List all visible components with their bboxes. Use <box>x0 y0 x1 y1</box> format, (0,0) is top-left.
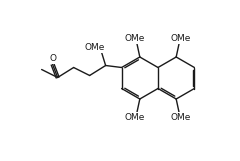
Text: O: O <box>49 54 56 63</box>
Text: OMe: OMe <box>171 114 191 123</box>
Text: OMe: OMe <box>125 114 145 123</box>
Text: OMe: OMe <box>171 33 191 43</box>
Text: OMe: OMe <box>84 43 105 52</box>
Text: OMe: OMe <box>125 33 145 43</box>
